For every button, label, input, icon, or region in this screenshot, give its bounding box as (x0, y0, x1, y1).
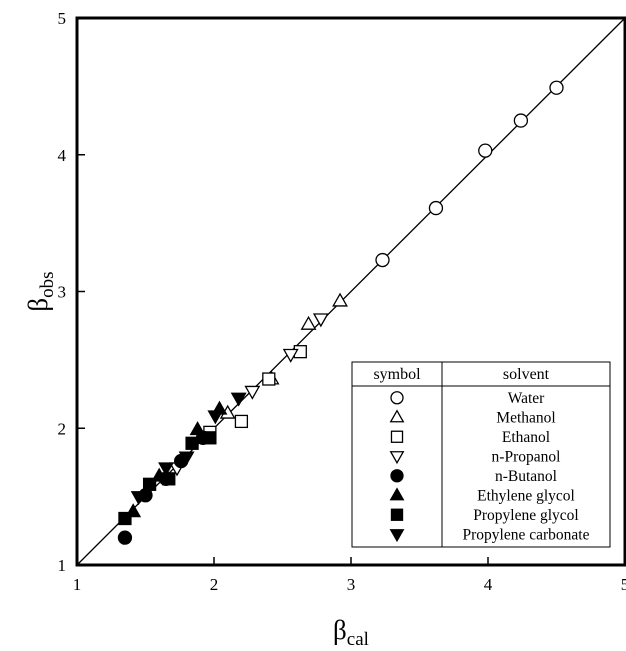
point-propylene-glycol-5 (203, 431, 217, 445)
series-water (375, 80, 564, 268)
point-ethanol-3 (262, 372, 276, 386)
legend-marker-n-propanol (389, 451, 405, 465)
tick-labels-layer: 1 2 3 4 5 1 2 3 4 5 (58, 9, 626, 594)
legend-header-solvent: solvent (503, 366, 550, 383)
legend-label-propylene-glycol: Propylene glycol (473, 507, 578, 524)
point-water-2 (428, 200, 444, 216)
point-propylene-carbonate-5 (230, 392, 247, 407)
x-tick-label-3: 3 (347, 575, 356, 594)
legend-row-n-butanol: n-Butanol (390, 468, 557, 485)
legend-label-methanol: Methanol (496, 409, 555, 426)
series-n-propanol (169, 313, 329, 477)
legend-row-water: Water (390, 390, 545, 407)
legend-marker-methanol (389, 409, 405, 423)
legend-label-n-propanol: n-Propanol (492, 448, 561, 465)
legend-rows: Water Methanol Ethanol n-Propanol n-Butanol E… (389, 390, 590, 543)
legend-label-ethylene-glycol: Ethylene glycol (477, 487, 575, 504)
legend-grid (352, 362, 610, 547)
point-propylene-carbonate-2 (158, 462, 174, 477)
point-water-1 (375, 252, 390, 268)
point-propylene-carbonate-4 (207, 410, 224, 425)
x-tick-label-1: 1 (73, 575, 82, 594)
point-propylene-glycol-4 (185, 436, 199, 450)
legend-marker-ethanol (390, 430, 404, 443)
legend-row-propylene-carbonate: Propylene carbonate (389, 526, 590, 543)
legend-marker-n-butanol (390, 469, 404, 483)
point-water-5 (549, 80, 564, 95)
point-propylene-glycol-3 (162, 472, 176, 486)
legend-row-propylene-glycol: Propylene glycol (390, 507, 579, 524)
legend-marker-water (390, 391, 404, 405)
y-axis-label-sub: obs (37, 271, 58, 297)
y-axis-label: βobs (23, 271, 58, 311)
point-n-propanol-4 (312, 313, 329, 328)
point-ethanol-2 (234, 414, 249, 429)
data-points-layer (117, 80, 564, 545)
legend-marker-propylene-carbonate (389, 529, 405, 543)
series-propylene-glycol (118, 431, 217, 526)
legend: symbol solvent Water Methanol Ethanol n-Pro… (351, 361, 611, 548)
x-tick-label-5: 5 (621, 575, 626, 594)
point-n-propanol-2 (244, 385, 261, 400)
x-axis-label: βcal (333, 615, 369, 650)
y-tick-label-4: 4 (58, 146, 67, 165)
legend-marker-propylene-glycol (390, 508, 404, 521)
plot-frame (75, 16, 626, 567)
point-methanol-3 (300, 315, 317, 330)
legend-label-water: Water (508, 390, 545, 407)
point-propylene-glycol-1 (118, 511, 132, 526)
x-tick-label-4: 4 (484, 575, 493, 594)
y-tick-label-5: 5 (58, 9, 67, 28)
legend-label-propylene-carbonate: Propylene carbonate (463, 526, 590, 543)
point-n-propanol-3 (282, 348, 299, 363)
x-tick-label-2: 2 (210, 575, 219, 594)
point-n-butanol-1 (117, 530, 133, 545)
point-propylene-carbonate-3 (178, 451, 195, 466)
point-water-3 (478, 143, 493, 158)
point-propylene-glycol-2 (142, 477, 157, 491)
point-ethylene-glycol-3 (189, 421, 206, 436)
series-propylene-carbonate (130, 392, 247, 506)
y-tick-label-1: 1 (58, 556, 67, 575)
x-axis-label-sub: cal (347, 629, 369, 650)
legend-label-ethanol: Ethanol (502, 429, 550, 446)
y-tick-label-2: 2 (58, 419, 67, 438)
y-tick-label-3: 3 (58, 283, 67, 302)
x-axis-label-main: β (333, 615, 347, 645)
point-water-4 (513, 113, 529, 128)
legend-row-ethanol: Ethanol (390, 429, 550, 446)
legend-marker-ethylene-glycol (389, 487, 405, 501)
point-methanol-4 (332, 292, 348, 307)
y-axis-label-main: β (23, 298, 53, 312)
legend-header-symbol: symbol (373, 366, 421, 383)
legend-row-n-propanol: n-Propanol (389, 448, 561, 465)
legend-row-ethylene-glycol: Ethylene glycol (389, 487, 575, 504)
legend-label-n-butanol: n-Butanol (495, 468, 557, 485)
point-propylene-carbonate-1 (130, 491, 147, 506)
legend-row-methanol: Methanol (389, 409, 556, 426)
